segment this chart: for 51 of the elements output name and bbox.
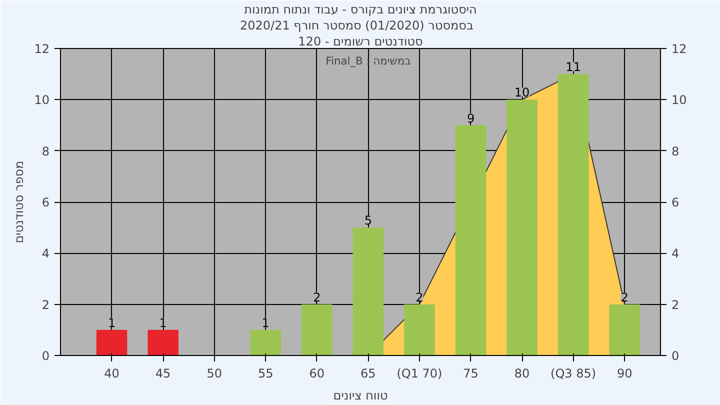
bar <box>302 304 332 356</box>
data-label: 1 <box>108 316 116 330</box>
y-tick-label: 6 <box>42 196 50 210</box>
x-tick-label: 75 <box>463 366 478 380</box>
data-label: 2 <box>313 290 321 304</box>
y2-tick-label: 2 <box>672 298 680 312</box>
data-label: 5 <box>364 214 372 228</box>
x-tick-label: 60 <box>309 366 325 380</box>
y2-tick-label: 4 <box>672 246 680 261</box>
data-label: 10 <box>514 86 530 100</box>
bar <box>455 125 486 356</box>
chart-title: היסטוגרמת ציונים בקורס - עבוד ונתוח תמונות <box>244 2 477 16</box>
y-tick-label: 8 <box>42 144 50 158</box>
bar <box>506 100 538 356</box>
x-tick-label: 65 <box>360 366 376 380</box>
y2-tick-label: 8 <box>672 144 680 158</box>
data-label: 2 <box>620 290 628 304</box>
bar <box>352 228 384 356</box>
data-label: 2 <box>416 290 424 304</box>
y-tick-label: 10 <box>34 93 50 108</box>
y2-tick-label: 0 <box>672 349 680 363</box>
y-tick-label: 0 <box>42 349 50 363</box>
y-tick-label: 2 <box>42 298 50 312</box>
bar <box>558 74 589 356</box>
y2-tick-label: 6 <box>672 196 680 210</box>
data-label: 11 <box>566 60 581 74</box>
bar <box>404 304 435 356</box>
x-tick-label: 40 <box>104 366 120 380</box>
data-label: 1 <box>159 316 167 330</box>
bar <box>250 330 282 356</box>
x-tick-label: 80 <box>514 366 530 380</box>
x-axis-title: טווח ציונים <box>333 388 388 402</box>
annotation: Final_B : במשימה <box>326 54 411 68</box>
y2-tick-label: 10 <box>672 93 687 108</box>
x-tick-label: 55 <box>258 366 274 380</box>
x-tick-label: 50 <box>206 366 222 380</box>
y2-tick-label: 12 <box>672 42 687 56</box>
bar <box>96 330 128 356</box>
x-tick-label: 45 <box>155 366 171 380</box>
data-label: 9 <box>466 111 475 126</box>
annotation: סטודנטים רשומים - 120 <box>298 34 424 48</box>
x-tick-label: (Q3 85) <box>550 366 596 380</box>
chart-subtitle: בסמסטר (01/2020) סמסטר חורף 2020/21 <box>240 18 474 32</box>
y-tick-label: 4 <box>42 246 50 261</box>
x-tick-label: (Q1 70) <box>396 366 442 380</box>
bar <box>148 330 178 356</box>
y-tick-label: 12 <box>34 42 50 56</box>
bar <box>609 304 640 356</box>
data-label: 1 <box>262 316 270 330</box>
x-tick-label: 90 <box>616 366 632 380</box>
y-axis-title: מספר סטודנטים <box>12 160 26 244</box>
